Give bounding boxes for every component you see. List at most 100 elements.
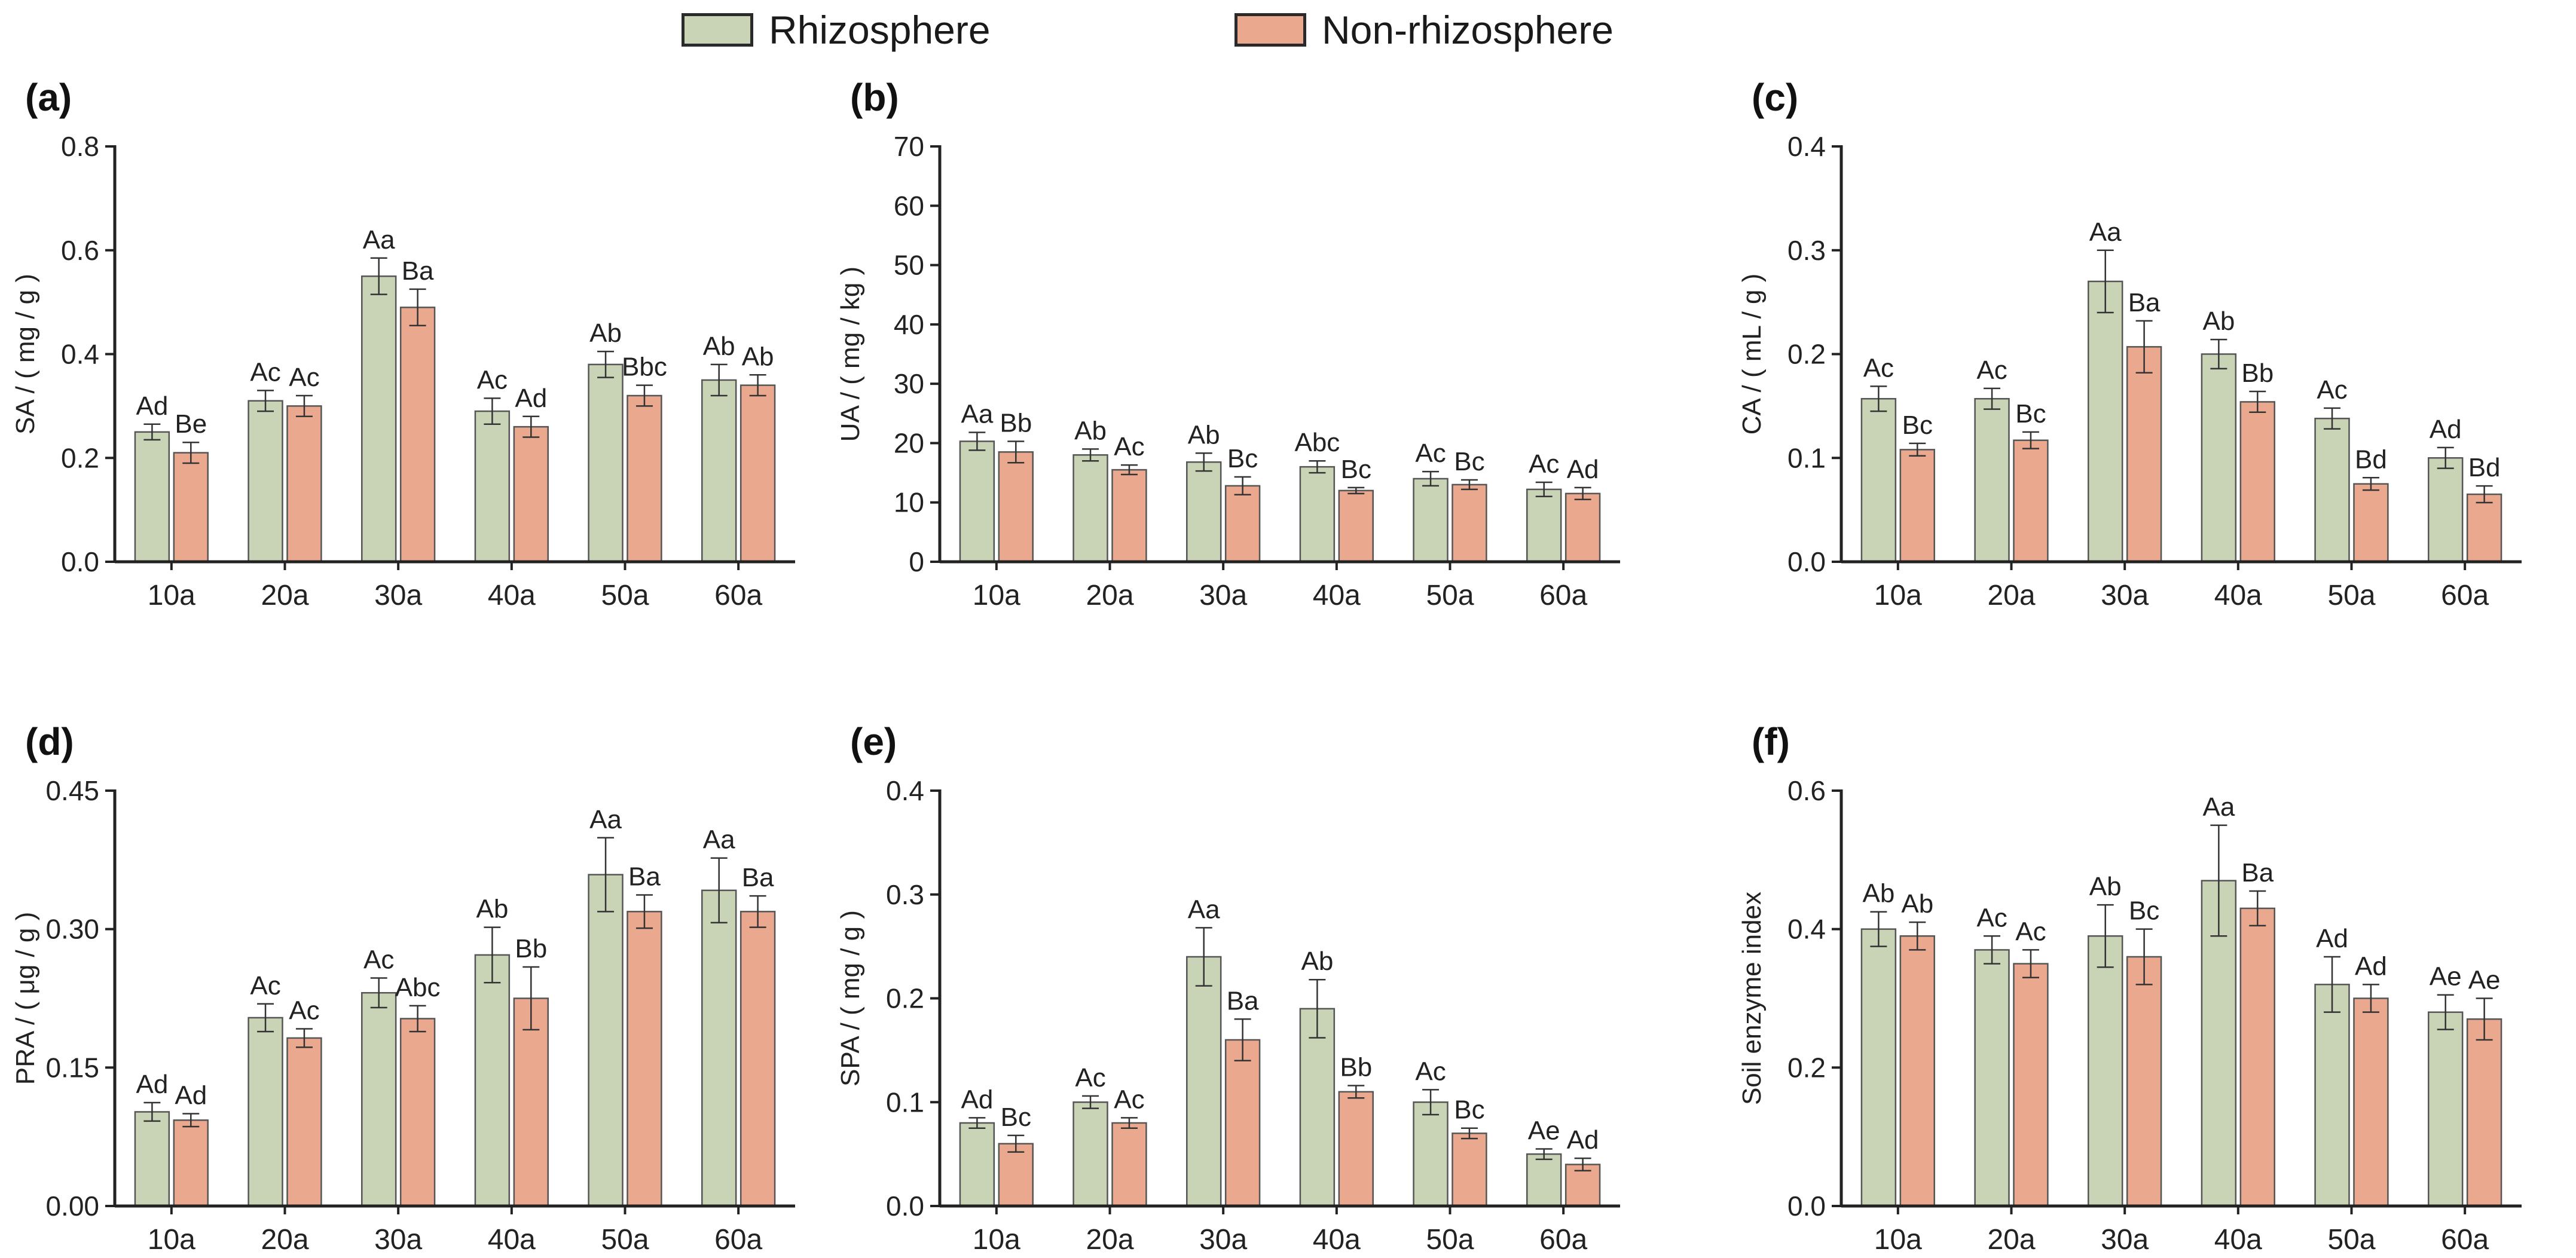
y-tick-label: 0.4 (1787, 914, 1826, 945)
x-tick-label: 30a (374, 580, 422, 611)
significance-label: Ab (1188, 420, 1220, 449)
significance-label: Be (175, 409, 207, 439)
x-tick-label: 20a (1987, 580, 2035, 611)
significance-label: Bb (1000, 408, 1032, 437)
legend-swatch-rhizosphere (682, 13, 753, 47)
panel-label: (f) (1752, 720, 1790, 763)
significance-label: Ad (2430, 415, 2462, 444)
significance-label: Ac (477, 365, 508, 394)
significance-label: Bc (2129, 896, 2159, 926)
bar-rhizosphere-40a (2201, 353, 2237, 563)
x-tick-label: 50a (601, 1224, 649, 1256)
significance-label: Bc (1227, 444, 1258, 473)
significance-label: Ac (1415, 1057, 1446, 1086)
bar-non-rhizosphere-50a (627, 911, 662, 1207)
bar-rhizosphere-50a (1413, 1101, 1449, 1207)
x-tick-label: 30a (2101, 580, 2149, 611)
significance-label: Bc (1454, 447, 1484, 476)
significance-label: Bb (2241, 359, 2274, 388)
bar-rhizosphere-50a (1413, 478, 1449, 563)
bar-non-rhizosphere-30a (399, 1018, 436, 1207)
significance-label: Ac (289, 363, 319, 392)
y-tick-label: 0.4 (61, 339, 99, 370)
legend-label-rhizosphere: Rhizosphere (769, 8, 991, 52)
bar-non-rhizosphere-30a (2126, 346, 2162, 563)
bar-rhizosphere-60a (1526, 488, 1562, 563)
significance-label: Bc (1001, 1103, 1031, 1132)
y-tick-label: 0.0 (1787, 546, 1826, 577)
x-tick-label: 10a (973, 1224, 1020, 1256)
x-tick-label: 40a (488, 580, 536, 611)
x-tick-label: 40a (1313, 1224, 1361, 1256)
x-tick-label: 20a (261, 580, 308, 611)
y-tick-label: 50 (894, 250, 924, 281)
bar-non-rhizosphere-50a (1452, 483, 1487, 563)
y-tick-label: 70 (894, 131, 924, 162)
significance-label: Ab (703, 332, 735, 361)
bar-non-rhizosphere-40a (513, 426, 549, 563)
bar-rhizosphere-50a (2314, 417, 2350, 563)
bar-non-rhizosphere-20a (2013, 439, 2049, 563)
y-tick-label: 0.0 (61, 546, 99, 577)
bar-rhizosphere-10a (959, 440, 995, 563)
legend-item-rhizosphere: Rhizosphere (682, 8, 991, 52)
bar-non-rhizosphere-10a (1899, 449, 1935, 563)
bar-rhizosphere-50a (588, 874, 624, 1207)
bar-rhizosphere-10a (1860, 928, 1897, 1207)
significance-label: Ac (1114, 432, 1144, 461)
significance-label: Ac (1976, 356, 2007, 385)
x-tick-label: 20a (1987, 1224, 2035, 1256)
bar-non-rhizosphere-50a (627, 394, 662, 563)
significance-label: Ad (2316, 924, 2348, 953)
x-tick-label: 10a (1874, 1224, 1922, 1256)
bar-non-rhizosphere-60a (2466, 1018, 2502, 1207)
significance-label: Ba (2241, 858, 2274, 887)
y-tick-label: 0.30 (45, 914, 99, 945)
bar-rhizosphere-60a (701, 379, 737, 563)
bar-non-rhizosphere-20a (286, 1037, 322, 1207)
panel-label: (e) (850, 720, 897, 763)
significance-label: Bbc (622, 353, 667, 382)
bar-non-rhizosphere-10a (1899, 935, 1935, 1207)
x-tick-label: 50a (2327, 580, 2375, 611)
bar-rhizosphere-10a (134, 1111, 170, 1207)
y-tick-label: 0.8 (61, 131, 99, 162)
x-tick-label: 40a (1313, 580, 1361, 611)
significance-label: Bc (1454, 1095, 1484, 1125)
y-tick-label: 40 (894, 309, 924, 340)
y-axis-label: CA / ( mL / g ) (1737, 274, 1767, 435)
bar-non-rhizosphere-50a (2353, 997, 2389, 1207)
significance-label: Ab (476, 895, 508, 924)
significance-label: Ab (2089, 872, 2122, 901)
bar-non-rhizosphere-30a (1224, 1039, 1261, 1207)
bar-non-rhizosphere-60a (740, 911, 776, 1207)
bar-rhizosphere-30a (1186, 956, 1222, 1207)
bar-rhizosphere-60a (1526, 1153, 1562, 1207)
bar-rhizosphere-30a (2088, 935, 2123, 1207)
bar-rhizosphere-60a (2428, 1011, 2464, 1207)
x-tick-label: 10a (148, 1224, 195, 1256)
y-tick-label: 0.45 (45, 775, 99, 806)
significance-label: Ad (961, 1085, 993, 1114)
significance-label: Ae (1528, 1116, 1560, 1145)
y-tick-label: 0.3 (1787, 235, 1826, 266)
significance-label: Ac (2015, 917, 2046, 946)
y-tick-label: 0.6 (1787, 775, 1826, 806)
x-tick-label: 50a (1426, 1224, 1474, 1256)
bar-non-rhizosphere-30a (1224, 485, 1261, 563)
chart-panel-4: (d) PRA / ( μg / g ) 0.00 0.15 0.30 0.45 Ad Ad 1… (11, 720, 795, 1256)
y-tick-label: 0.2 (1787, 1052, 1826, 1083)
y-tick-label: 30 (894, 368, 924, 399)
significance-label: Ba (2128, 288, 2161, 317)
significance-label: Ba (402, 256, 434, 286)
bar-rhizosphere-60a (701, 889, 737, 1207)
x-tick-label: 30a (1199, 1224, 1247, 1256)
significance-label: Aa (2202, 792, 2235, 822)
x-tick-label: 50a (601, 580, 649, 611)
x-tick-label: 50a (2327, 1224, 2375, 1256)
x-tick-label: 10a (148, 580, 195, 611)
bar-rhizosphere-40a (474, 954, 511, 1207)
x-tick-label: 40a (488, 1224, 536, 1256)
legend-item-non-rhizosphere: Non-rhizosphere (1234, 8, 1614, 52)
